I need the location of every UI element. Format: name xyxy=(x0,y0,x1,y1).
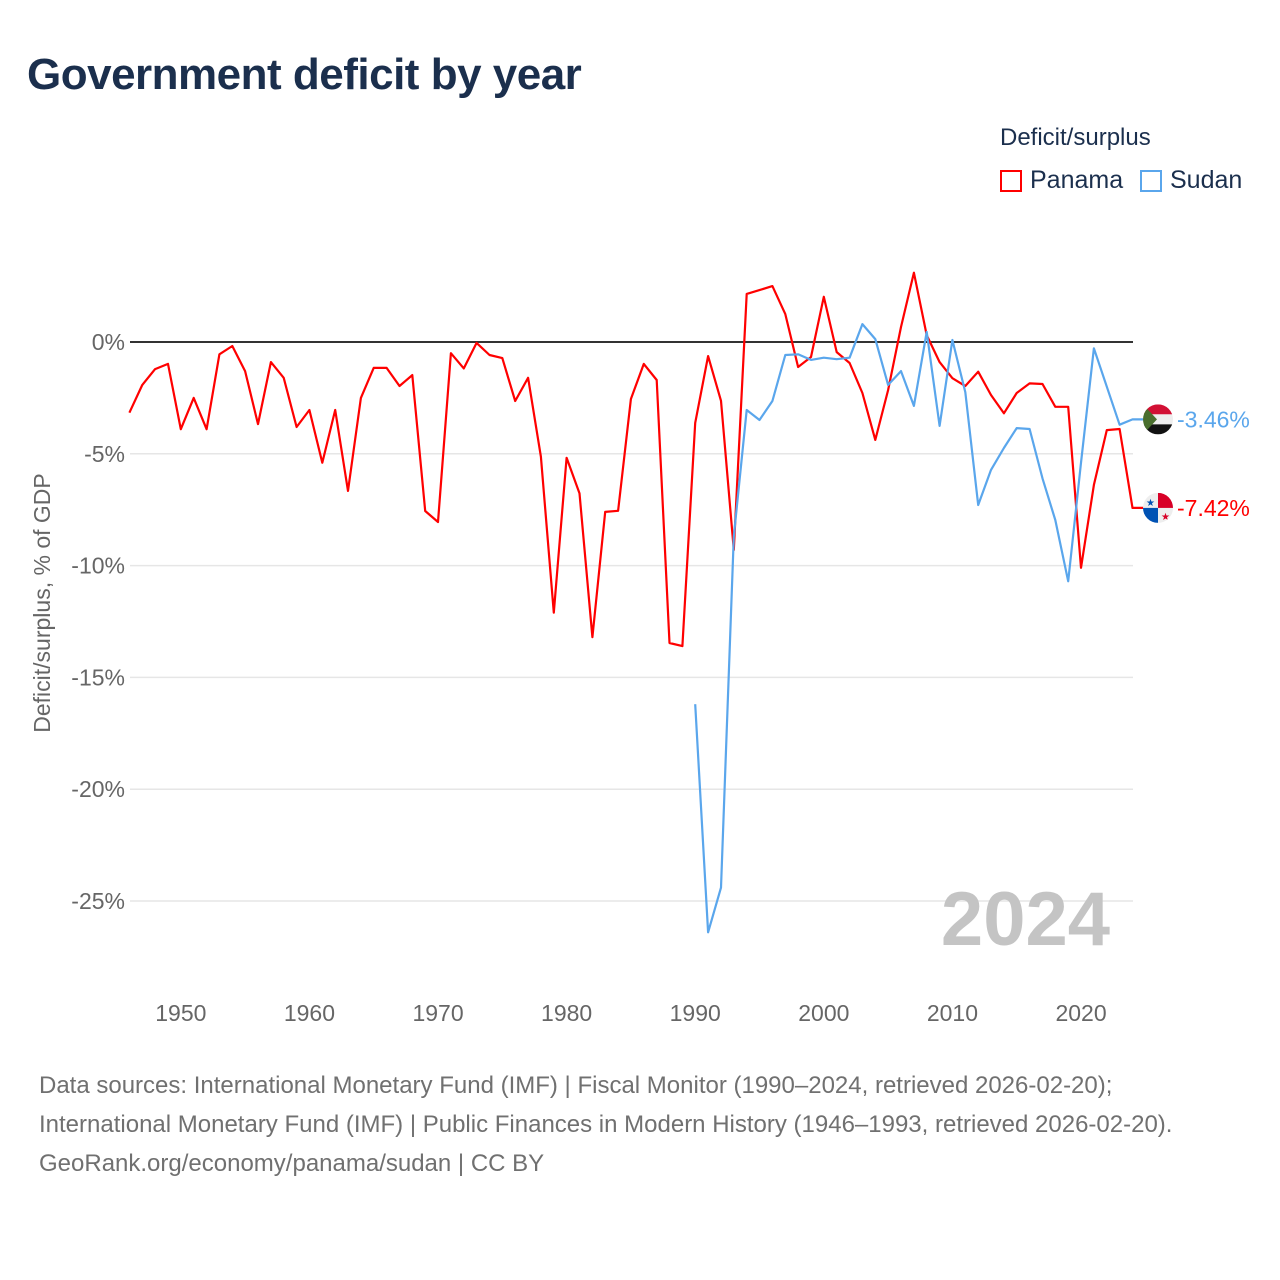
x-tick-label: 1990 xyxy=(670,1000,721,1026)
x-tick-label: 1950 xyxy=(155,1000,206,1026)
y-tick-label: -20% xyxy=(71,776,125,802)
panama-flag-icon: ★★ xyxy=(1143,492,1173,523)
x-tick-label: 1970 xyxy=(412,1000,463,1026)
end-value-label-sudan: -3.46% xyxy=(1177,406,1250,432)
attribution-link[interactable]: GeoRank.org/economy/panama/sudan | CC BY xyxy=(39,1150,545,1177)
data-sources-text: Data sources: International Monetary Fun… xyxy=(39,1072,1173,1138)
svg-text:★: ★ xyxy=(1146,498,1155,509)
legend-label: Panama xyxy=(1030,166,1124,194)
chart-title: Government deficit by year xyxy=(27,50,582,99)
x-tick-label: 2010 xyxy=(927,1000,978,1026)
year-watermark: 2024 xyxy=(941,877,1110,962)
y-tick-label: -5% xyxy=(84,441,125,467)
legend-item-panama[interactable]: Panama xyxy=(1000,166,1123,195)
line-chart: 0% -5% -10% -15% -20% -25% 1950 1960 1970 1980 199… xyxy=(29,271,1250,1026)
x-tick-label: 1960 xyxy=(284,1000,335,1026)
legend-item-sudan[interactable]: Sudan xyxy=(1140,166,1242,195)
y-tick-label: -10% xyxy=(71,553,125,579)
sudan-flag-icon xyxy=(1143,404,1173,435)
sources: Data sources: International Monetary Fun… xyxy=(39,1066,1239,1183)
y-tick-label: -25% xyxy=(71,888,125,914)
end-value-label-panama: -7.42% xyxy=(1177,495,1250,521)
legend-label: Sudan xyxy=(1170,166,1243,194)
legend-swatch-sudan xyxy=(1140,169,1162,192)
legend-title: Deficit/surplus xyxy=(1000,124,1151,151)
series-line-sudan xyxy=(694,323,1145,934)
series-line-panama xyxy=(128,271,1145,648)
y-tick-label: 0% xyxy=(92,329,125,355)
legend-swatch-panama xyxy=(1000,169,1022,192)
x-tick-label: 2020 xyxy=(1055,1000,1106,1026)
x-tick-label: 1980 xyxy=(541,1000,592,1026)
x-tick-label: 2000 xyxy=(798,1000,849,1026)
svg-text:★: ★ xyxy=(1161,512,1170,523)
y-tick-label: -15% xyxy=(71,664,125,690)
y-axis-label: Deficit/surplus, % of GDP xyxy=(29,473,55,732)
